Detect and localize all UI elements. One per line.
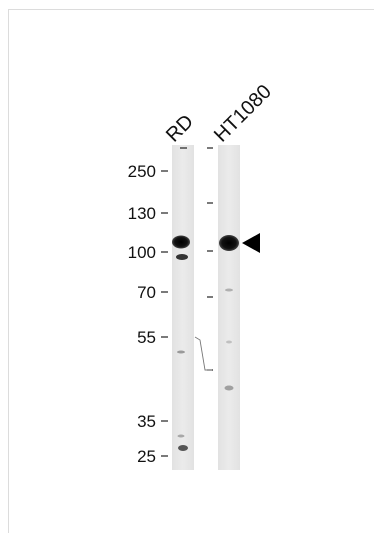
marker-label-35: 35 [137,412,156,431]
marker-label-70: 70 [137,283,156,302]
rd-band-secondary [176,254,188,260]
marker-connector [194,336,212,371]
rd-band-faint-1 [177,350,185,354]
lane-label-rd: RD [162,111,198,147]
band-arrowhead [242,233,260,253]
marker-label-100: 100 [128,243,156,262]
lane-rd [172,145,194,470]
rd-band-low [178,445,188,451]
lane-label-ht1080: HT1080 [210,81,276,147]
marker-label-55: 55 [137,328,156,347]
left-marker-ticks [161,170,168,457]
marker-label-25: 25 [137,447,156,466]
ht1080-band-main [219,235,239,251]
lane-ht1080 [218,145,240,470]
rd-band-main [172,235,190,249]
ht1080-band-faint-1 [225,288,233,292]
middle-marker-ticks [207,147,213,371]
marker-label-130: 130 [128,204,156,223]
marker-label-250: 250 [128,162,156,181]
rd-band-faint-2 [177,434,185,438]
ht1080-band-faint-2 [226,340,232,344]
ht1080-band-faint-3 [224,385,234,391]
